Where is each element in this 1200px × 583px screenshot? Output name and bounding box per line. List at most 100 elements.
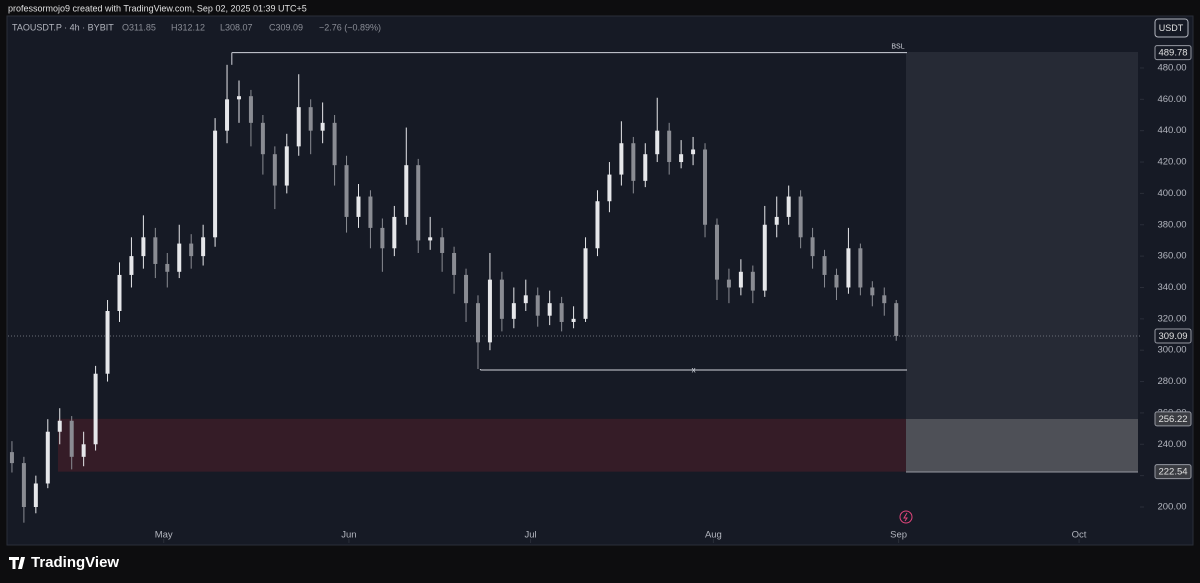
candle-body (57, 420, 62, 432)
ohlc-value: O311.85 (122, 22, 156, 32)
candle-body (655, 130, 660, 155)
symbol: TAOUSDT.P · 4h · BYBIT (12, 22, 114, 32)
candle-body (117, 274, 122, 311)
price-tag (1154, 464, 1192, 480)
ohlc-value: H312.12 (171, 22, 205, 32)
candle-body (738, 271, 743, 288)
candle-body (547, 303, 552, 316)
candle-body (679, 154, 684, 163)
price-tag (1154, 45, 1192, 61)
candle-body (499, 279, 504, 319)
candle-body (703, 149, 708, 225)
price-tag-label: 222.54 (1158, 467, 1187, 478)
candle-body (774, 216, 779, 225)
candle-body (416, 165, 421, 241)
candle-body (595, 201, 600, 249)
candle-body (392, 216, 397, 249)
candle-body (33, 483, 38, 507)
price-tag-label: 489.78 (1158, 48, 1187, 59)
candle-body (201, 237, 206, 257)
candle-body (404, 165, 409, 217)
demand-zone (57, 418, 907, 472)
candle-body (846, 248, 851, 288)
y-tick-label: 360.00 (1157, 251, 1186, 262)
x-tick-label: Aug (705, 530, 722, 541)
y-tick-label: 400.00 (1157, 188, 1186, 199)
currency: USDT (1159, 23, 1184, 33)
level-label: x (692, 366, 696, 375)
candle-body (153, 237, 158, 264)
candle-body (248, 96, 253, 123)
price-tag-label: 309.09 (1158, 331, 1187, 342)
candle-body (380, 227, 385, 249)
level-label: BSL (891, 43, 904, 50)
candle-body (894, 303, 899, 336)
projection-box-lower (906, 419, 1138, 472)
y-tick-label: 480.00 (1157, 62, 1186, 73)
candle-body (21, 463, 26, 507)
candle-body (643, 154, 648, 181)
candle-body (332, 122, 337, 166)
candle-body (619, 143, 624, 175)
candle-body (356, 196, 361, 217)
x-tick-label: Jun (341, 530, 356, 541)
candle-body (308, 107, 313, 131)
candle-body (511, 303, 516, 319)
projection-box (906, 52, 1138, 419)
candle-body (571, 318, 576, 322)
y-tick-label: 380.00 (1157, 219, 1186, 230)
ohlc-value: −2.76 (−0.89%) (319, 22, 381, 32)
candle-body (105, 310, 110, 374)
candle-body (296, 107, 301, 147)
candle-body (523, 295, 528, 304)
candle-body (236, 96, 241, 100)
candle-body (583, 248, 588, 319)
candle-body (344, 165, 349, 217)
candle-body (810, 237, 815, 257)
candle-body (45, 431, 50, 484)
candle-body (440, 237, 445, 253)
candle-body (189, 243, 194, 257)
price-tag (1154, 328, 1192, 344)
candle-body (284, 146, 289, 186)
candle-body (786, 196, 791, 217)
credit: professormojo9 created with TradingView.… (8, 3, 307, 13)
candle-body (882, 295, 887, 304)
y-tick-label: 320.00 (1157, 313, 1186, 324)
candle-body (870, 287, 875, 296)
candle-body (69, 420, 74, 457)
y-tick-label: 200.00 (1157, 502, 1186, 513)
y-tick-label: 340.00 (1157, 282, 1186, 293)
x-tick-label: May (155, 530, 173, 541)
candle-body (320, 122, 325, 131)
candle-body (93, 373, 98, 445)
y-tick-label: 460.00 (1157, 94, 1186, 105)
x-tick-label: Sep (890, 530, 907, 541)
candle-body (213, 130, 218, 238)
candle-body (177, 243, 182, 272)
y-tick-label: 300.00 (1157, 345, 1186, 356)
candle-body (714, 224, 719, 280)
price-tag (1154, 411, 1192, 427)
candle-body (464, 274, 469, 304)
ohlc-value: C309.09 (269, 22, 303, 32)
currency-button[interactable] (1154, 18, 1189, 38)
candle-body (750, 271, 755, 291)
candle-body (858, 248, 863, 288)
candle-body (368, 196, 373, 228)
candle-body (607, 174, 612, 202)
candle-body (428, 237, 433, 241)
candle-body (822, 256, 827, 275)
candle-body (272, 154, 277, 186)
candle-body (452, 252, 457, 275)
candle-body (129, 256, 134, 275)
candle-body (726, 279, 731, 288)
y-tick-label: 240.00 (1157, 439, 1186, 450)
candle-body (667, 130, 672, 163)
candle-body (691, 149, 696, 155)
event-bolt (903, 512, 908, 522)
candle-body (225, 99, 230, 131)
brand-logo (9, 557, 25, 569)
